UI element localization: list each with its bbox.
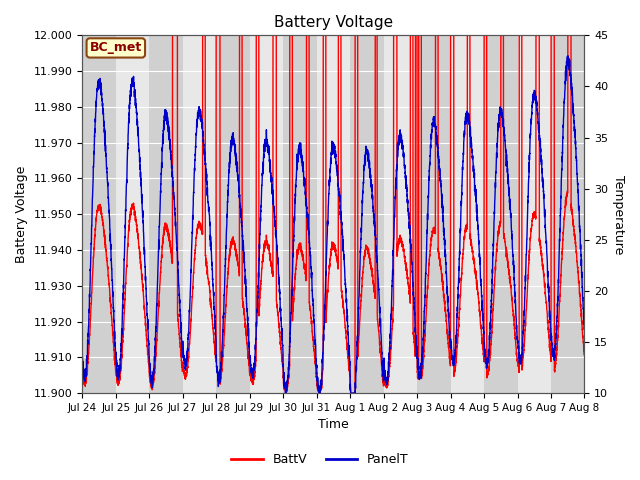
Title: Battery Voltage: Battery Voltage xyxy=(274,15,393,30)
Legend: BattV, PanelT: BattV, PanelT xyxy=(227,448,413,471)
Bar xyxy=(116,36,149,393)
Bar xyxy=(182,36,216,393)
Bar xyxy=(82,36,116,393)
Bar xyxy=(518,36,551,393)
Bar xyxy=(451,36,484,393)
Text: BC_met: BC_met xyxy=(90,41,142,54)
Y-axis label: Battery Voltage: Battery Voltage xyxy=(15,166,28,263)
Y-axis label: Temperature: Temperature xyxy=(612,175,625,254)
Bar xyxy=(250,36,283,393)
Bar xyxy=(149,36,182,393)
Bar xyxy=(283,36,317,393)
Bar xyxy=(551,36,584,393)
Bar xyxy=(417,36,451,393)
Bar xyxy=(383,36,417,393)
X-axis label: Time: Time xyxy=(318,419,349,432)
Bar xyxy=(484,36,518,393)
Bar xyxy=(216,36,250,393)
Bar xyxy=(317,36,350,393)
Bar xyxy=(350,36,383,393)
